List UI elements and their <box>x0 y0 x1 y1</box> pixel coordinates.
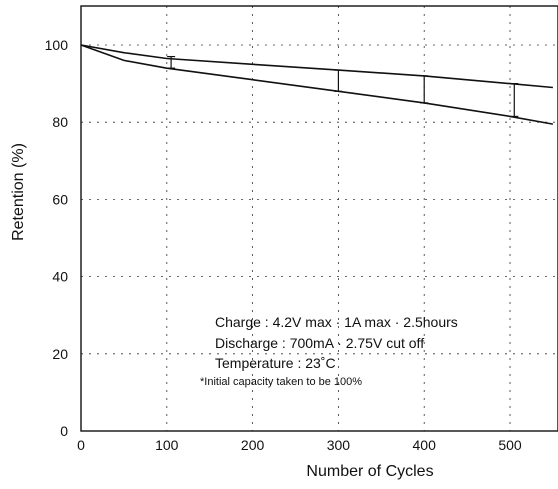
x-tick-label-200: 200 <box>241 437 265 453</box>
y-tick-label-20: 20 <box>52 346 68 362</box>
series-line-1 <box>80 44 553 89</box>
y-tick-label-40: 40 <box>52 269 68 285</box>
range-bar-1 <box>167 55 176 69</box>
range-bar-2 <box>334 69 343 92</box>
range-bars <box>167 55 519 118</box>
y-tick-label-100: 100 <box>45 37 69 53</box>
y-tick-label-60: 60 <box>52 191 68 207</box>
range-bar-3 <box>420 75 429 104</box>
y-axis-title: Retention (%) <box>10 143 27 241</box>
y-tick-label-0: 0 <box>60 423 68 439</box>
x-tick-label-300: 300 <box>327 437 351 453</box>
x-tick-label-400: 400 <box>413 437 437 453</box>
range-bar-4 <box>510 82 519 118</box>
plot-frame <box>80 5 558 432</box>
conditions-note: Charge : 4.2V max · 1A max · 2.5hours Di… <box>200 314 458 388</box>
charge-condition: Charge : 4.2V max · 1A max · 2.5hours <box>215 314 458 330</box>
x-tick-label-100: 100 <box>155 437 179 453</box>
discharge-condition: Discharge : 700mA · 2.75V cut off <box>215 335 424 351</box>
x-tick-label-500: 500 <box>498 437 522 453</box>
tick-labels: 0 100 200 300 400 500 0 20 40 60 80 100 <box>45 37 522 453</box>
series-layer <box>80 44 554 125</box>
initial-capacity-footnote: *Initial capacity taken to be 100% <box>200 376 362 388</box>
x-axis-title: Number of Cycles <box>306 463 433 480</box>
x-tick-label-0: 0 <box>77 437 85 453</box>
series-line-2 <box>80 44 554 125</box>
temperature-condition: Temperature : 23˚C <box>215 355 336 371</box>
y-tick-label-80: 80 <box>52 114 68 130</box>
